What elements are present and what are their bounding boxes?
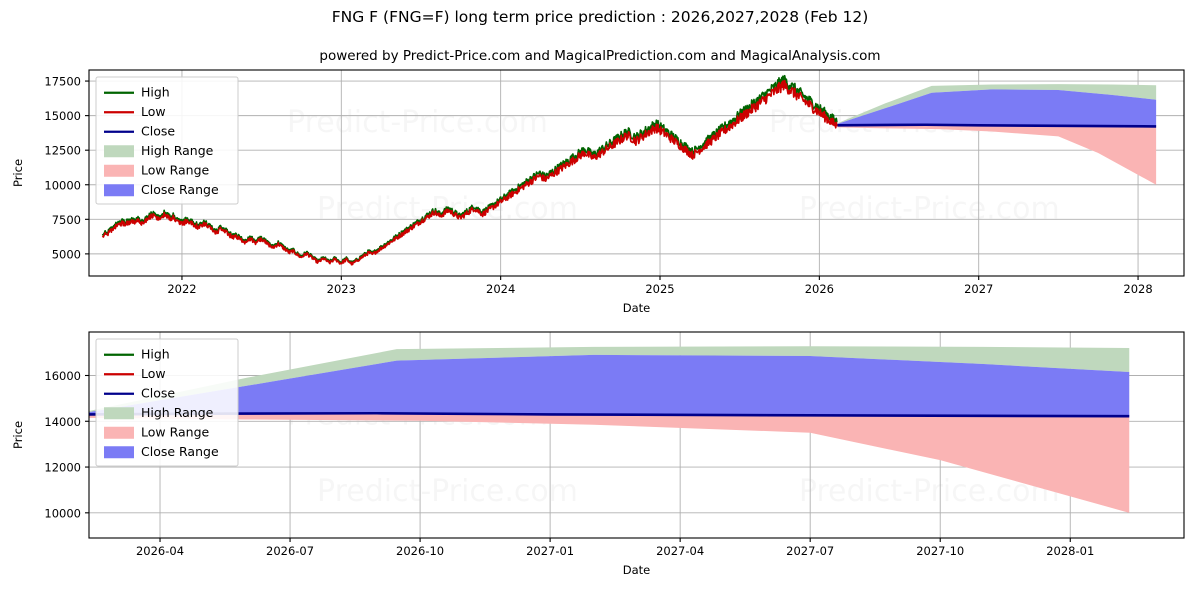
x-tick-label: 2028 — [1123, 282, 1152, 296]
legend-item[interactable]: High Range — [104, 143, 214, 158]
close-forecast-line — [837, 123, 1157, 128]
legend-label: Low Range — [141, 424, 210, 439]
legend-patch-swatch — [104, 145, 134, 158]
y-tick-label: 15000 — [44, 109, 81, 123]
legend-label: Low — [141, 366, 166, 381]
legend-label: Low Range — [141, 162, 210, 177]
y-axis-label: Price — [11, 421, 25, 449]
plot-border — [88, 69, 1185, 277]
legend-item[interactable]: Low Range — [104, 424, 210, 439]
axes: 5000 7500 10000 12500 15000 17500 2022 2023 2024… — [11, 75, 1153, 315]
watermark-text: Predict-Price.com — [287, 105, 548, 140]
x-axis-label: Date — [623, 563, 651, 577]
plot-area — [101, 74, 1157, 266]
gridlines — [89, 70, 1184, 276]
legend: High Low Close High Range Low Range Close Ran… — [95, 338, 239, 467]
x-tick-label: 2026-07 — [266, 544, 314, 558]
legend-item[interactable]: High — [104, 84, 170, 99]
y-tick-label: 12500 — [44, 144, 81, 158]
y-tick-label: 16000 — [44, 369, 81, 383]
legend-patch-swatch — [104, 407, 134, 420]
legend: High Low Close High Range Low Range Close Ran… — [95, 76, 239, 205]
legend-item[interactable]: Close Range — [104, 444, 219, 459]
x-tick-label: 2026-10 — [396, 544, 444, 558]
axes: 10000 12000 14000 16000 2026-04 2026-07 2026-1… — [11, 369, 1094, 577]
legend-label: High — [141, 346, 170, 361]
legend-patch-swatch — [104, 184, 134, 197]
x-axis-label: Date — [623, 301, 651, 315]
x-tick-label: 2024 — [486, 282, 515, 296]
x-tick-label: 2027-04 — [656, 544, 704, 558]
legend-label: Close Range — [141, 444, 219, 459]
legend-item[interactable]: Close — [104, 123, 175, 138]
legend-item[interactable]: Low Range — [104, 162, 210, 177]
x-tick-label: 2027-01 — [526, 544, 574, 558]
legend-label: Close — [141, 123, 175, 138]
y-tick-label: 10000 — [44, 178, 81, 192]
legend-label: High — [141, 84, 170, 99]
legend-item[interactable]: Close Range — [104, 182, 219, 197]
legend-label: Close — [141, 385, 175, 400]
legend-item[interactable]: Low — [104, 104, 166, 119]
low-history-line — [101, 79, 838, 266]
plot-border — [88, 331, 1185, 539]
x-tick-label: 2026 — [805, 282, 834, 296]
legend-patch-swatch — [104, 446, 134, 459]
y-tick-label: 12000 — [44, 461, 81, 475]
x-tick-label: 2025 — [645, 282, 674, 296]
high-range-band — [89, 346, 1130, 413]
x-tick-label: 2027-07 — [786, 544, 834, 558]
close-range-band — [837, 89, 1157, 127]
legend-patch-swatch — [104, 164, 134, 177]
y-tick-label: 10000 — [44, 506, 81, 520]
page-title: FNG F (FNG=F) long term price prediction… — [332, 8, 869, 26]
legend-label: High Range — [141, 405, 214, 420]
x-tick-label: 2023 — [327, 282, 356, 296]
close-range-band — [89, 354, 1130, 417]
watermark-text: Predict-Price.com — [317, 474, 578, 509]
high-range-band — [837, 84, 1157, 124]
low-range-band — [837, 124, 1157, 185]
y-tick-label: 17500 — [44, 75, 81, 89]
chart-panel-forecast-detail: Predict-Price.comPredict-Price.comPredic… — [11, 331, 1185, 577]
legend-item[interactable]: Low — [104, 366, 166, 381]
x-tick-label: 2027-10 — [916, 544, 964, 558]
legend-label: Low — [141, 104, 166, 119]
low-range-band — [89, 413, 1130, 513]
y-axis-label: Price — [11, 159, 25, 187]
x-tick-label: 2022 — [167, 282, 196, 296]
x-tick-label: 2026-04 — [136, 544, 184, 558]
y-tick-label: 7500 — [52, 213, 81, 227]
x-tick-label: 2028-01 — [1046, 544, 1094, 558]
page-subtitle: powered by Predict-Price.com and Magical… — [319, 48, 880, 64]
legend-item[interactable]: Close — [104, 385, 175, 400]
watermark-text: Predict-Price.com — [799, 191, 1060, 226]
x-tick-label: 2027 — [964, 282, 993, 296]
legend-item[interactable]: High Range — [104, 405, 214, 420]
y-tick-label: 5000 — [52, 247, 81, 261]
legend-item[interactable]: High — [104, 346, 170, 361]
legend-label: High Range — [141, 143, 214, 158]
y-tick-label: 14000 — [44, 415, 81, 429]
legend-label: Close Range — [141, 182, 219, 197]
legend-patch-swatch — [104, 426, 134, 439]
